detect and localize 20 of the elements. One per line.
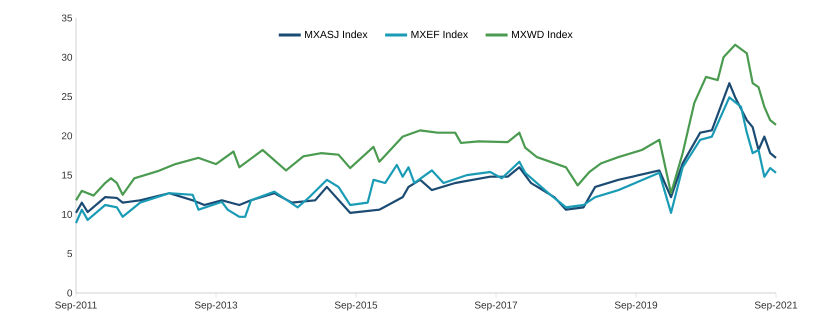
legend-label: MXWD Index xyxy=(512,30,573,38)
x-tick-label: Sep-2019 xyxy=(614,302,658,311)
line-series xyxy=(74,96,778,224)
legend-label: MXASJ Index xyxy=(305,30,368,38)
y-tick-label: 30 xyxy=(62,54,72,61)
y-tick-label: 0 xyxy=(67,289,72,297)
legend-label: MXEF Index xyxy=(411,30,468,38)
y-tick-label: 10 xyxy=(62,210,72,218)
x-tick-label: Sep-2021 xyxy=(754,302,798,311)
x-tick-label: Sep-2015 xyxy=(334,302,378,311)
x-tick-label: Sep-2011 xyxy=(55,302,97,311)
y-tick-label: 5 xyxy=(67,250,72,258)
line-series xyxy=(74,44,778,202)
y-tick-label: 20 xyxy=(62,132,72,140)
line-series xyxy=(74,82,778,214)
x-tick-label: Sep-2013 xyxy=(194,302,238,311)
y-tick-label: 25 xyxy=(62,93,72,100)
y-tick-label: 15 xyxy=(62,172,72,179)
x-tick-label: Sep-2017 xyxy=(474,302,518,311)
y-tick-label: 35 xyxy=(62,14,72,22)
